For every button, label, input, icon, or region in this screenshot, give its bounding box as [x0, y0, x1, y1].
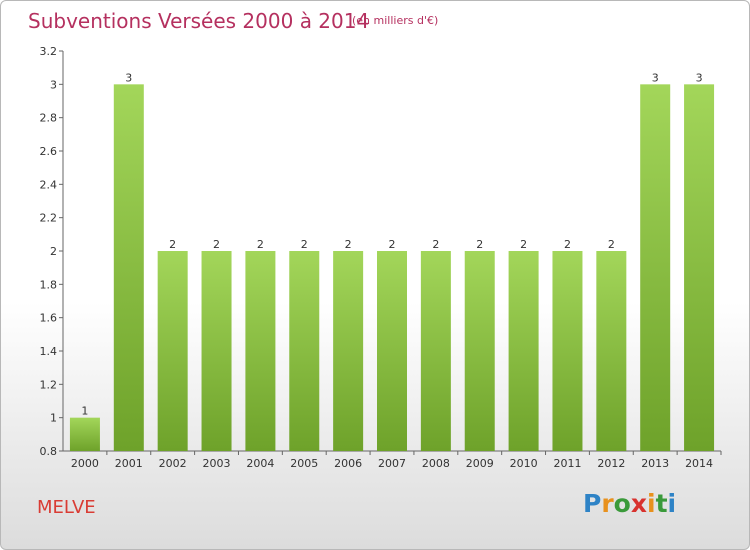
- bar-2007: [377, 251, 407, 451]
- bar-2001: [113, 84, 144, 451]
- y-tick-label: 1.6: [40, 312, 58, 325]
- x-tick-label: 2000: [71, 457, 99, 470]
- y-tick-label: 0.8: [40, 445, 58, 458]
- logo-letter: o: [613, 489, 631, 518]
- x-tick-label: 2007: [378, 457, 406, 470]
- bar-2002: [157, 251, 188, 451]
- y-tick-label: 1: [50, 412, 57, 425]
- x-tick-label: 2005: [290, 457, 318, 470]
- bar-2014: [684, 84, 715, 451]
- bar-2012: [596, 251, 627, 451]
- proxiti-logo: Proxiti: [583, 489, 676, 518]
- x-tick-label: 2009: [466, 457, 494, 470]
- bar-value-label: 2: [213, 238, 220, 251]
- bar-value-label: 2: [345, 238, 352, 251]
- chart-unit-note: (en milliers d'€): [352, 14, 439, 27]
- chart-bars: [69, 84, 715, 451]
- bar-value-label: 2: [169, 238, 176, 251]
- x-tick-label: 2013: [641, 457, 669, 470]
- bar-2008: [420, 251, 451, 451]
- chart-axes: 0.8 1 1.2 1.4 1.6 1.8 2 2.2 2.4 2.6 2.8 3 3.2 2000 200…: [40, 45, 722, 470]
- bar-value-label: 1: [81, 405, 88, 418]
- x-tick-label: 2003: [203, 457, 231, 470]
- commune-name: MELVE: [37, 497, 96, 518]
- x-tick-label: 2011: [553, 457, 581, 470]
- y-tick-label: 2.4: [40, 178, 58, 191]
- bar-value-label: 2: [520, 238, 527, 251]
- bar-2013: [640, 84, 671, 451]
- bar-2005: [289, 251, 320, 451]
- bar-2010: [508, 251, 539, 451]
- bar-2003: [201, 251, 232, 451]
- logo-letter: t: [655, 489, 668, 518]
- x-tick-label: 2012: [597, 457, 625, 470]
- bar-value-label: 2: [389, 238, 396, 251]
- logo-letter: x: [630, 489, 647, 518]
- bar-value-label: 2: [432, 238, 439, 251]
- y-tick-label: 2.8: [40, 112, 58, 125]
- bar-2000: [69, 417, 100, 451]
- x-tick-label: 2002: [159, 457, 187, 470]
- bar-value-label: 2: [476, 238, 483, 251]
- logo-letter: i: [667, 489, 677, 518]
- y-tick-label: 1.2: [40, 378, 58, 391]
- y-tick-label: 3: [50, 78, 57, 91]
- y-tick-label: 3.2: [40, 45, 58, 58]
- bar-value-label: 3: [652, 71, 659, 84]
- y-tick-label: 2.6: [40, 145, 58, 158]
- bar-2009: [464, 251, 495, 451]
- x-tick-label: 2006: [334, 457, 362, 470]
- y-tick-label: 2.2: [40, 212, 58, 225]
- bar-2011: [552, 251, 583, 451]
- x-tick-label: 2001: [115, 457, 143, 470]
- x-tick-label: 2008: [422, 457, 450, 470]
- bar-2006: [333, 251, 364, 451]
- y-tick-label: 1.8: [40, 278, 58, 291]
- x-tick-label: 2004: [246, 457, 274, 470]
- bar-value-label: 2: [257, 238, 264, 251]
- bar-value-label: 2: [608, 238, 615, 251]
- bar-value-label: 2: [301, 238, 308, 251]
- logo-letter: r: [601, 489, 614, 518]
- y-tick-label: 2: [50, 245, 57, 258]
- bar-2004: [245, 251, 276, 451]
- bar-value-label: 3: [696, 71, 703, 84]
- logo-letter: i: [647, 489, 656, 518]
- x-tick-label: 2014: [685, 457, 713, 470]
- bar-value-label: 2: [564, 238, 571, 251]
- x-tick-label: 2010: [510, 457, 538, 470]
- bar-value-label: 3: [125, 71, 132, 84]
- y-tick-label: 1.4: [40, 345, 58, 358]
- logo-letter: P: [583, 489, 602, 518]
- chart-data-labels: 1 3 2 2 2 2 2 2 2 2 2 2 2 3 3: [81, 71, 702, 417]
- chart-title: Subventions Versées 2000 à 2014: [28, 9, 370, 33]
